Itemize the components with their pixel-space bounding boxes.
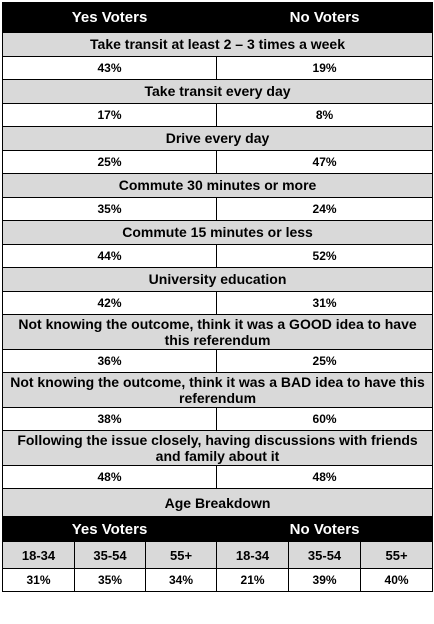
no-value: 52% [216,244,434,268]
yes-value: 48% [1,465,218,489]
age-yes-voters-header: Yes Voters [1,516,218,542]
age-value: 21% [216,568,290,592]
yes-value: 44% [1,244,218,268]
no-value: 47% [216,150,434,174]
no-value: 25% [216,349,434,373]
question-label: Following the issue closely, having disc… [1,430,434,466]
table-row: 38% 60% [1,407,434,431]
age-bracket: 18-34 [2,541,75,569]
age-value: 34% [144,568,218,592]
yes-value: 36% [1,349,218,373]
age-value: 40% [360,568,434,592]
no-value: 60% [216,407,434,431]
question-label: Take transit at least 2 – 3 times a week [1,32,434,57]
header-row: Yes Voters No Voters [1,2,434,33]
no-value: 31% [216,291,434,315]
age-value: 31% [2,568,75,592]
yes-value: 43% [1,56,218,80]
question-label: Not knowing the outcome, think it was a … [1,314,434,350]
no-value: 8% [216,103,434,127]
table-row: 35% 24% [1,197,434,221]
table-row: 17% 8% [1,103,434,127]
yes-voters-header: Yes Voters [1,2,218,33]
age-bracket: 35-54 [74,541,146,569]
yes-value: 35% [1,197,218,221]
table-row: 48% 48% [1,465,434,489]
table-row: 44% 52% [1,244,434,268]
no-value: 24% [216,197,434,221]
age-bracket: 55+ [144,541,218,569]
table-row: 36% 25% [1,349,434,373]
question-label: Drive every day [1,126,434,151]
age-value: 39% [288,568,362,592]
table-row: 42% 31% [1,291,434,315]
age-value-row: 31% 35% 34% 21% 39% 40% [2,568,434,592]
age-bracket: 18-34 [216,541,290,569]
question-label: Commute 15 minutes or less [1,220,434,245]
age-value: 35% [74,568,146,592]
age-header-row: Yes Voters No Voters [1,516,434,542]
voter-comparison-table: Yes Voters No Voters Take transit at lea… [1,2,434,592]
question-label: University education [1,267,434,292]
age-no-voters-header: No Voters [216,516,434,542]
table-row: 43% 19% [1,56,434,80]
age-breakdown-title: Age Breakdown [1,488,434,517]
no-voters-header: No Voters [216,2,434,33]
yes-value: 25% [1,150,218,174]
yes-value: 42% [1,291,218,315]
age-bracket-row: 18-34 35-54 55+ 18-34 35-54 55+ [2,541,434,569]
question-label: Not knowing the outcome, think it was a … [1,372,434,408]
no-value: 19% [216,56,434,80]
yes-value: 17% [1,103,218,127]
question-label: Commute 30 minutes or more [1,173,434,198]
age-bracket: 55+ [360,541,434,569]
no-value: 48% [216,465,434,489]
question-label: Take transit every day [1,79,434,104]
yes-value: 38% [1,407,218,431]
age-bracket: 35-54 [288,541,362,569]
table-row: 25% 47% [1,150,434,174]
